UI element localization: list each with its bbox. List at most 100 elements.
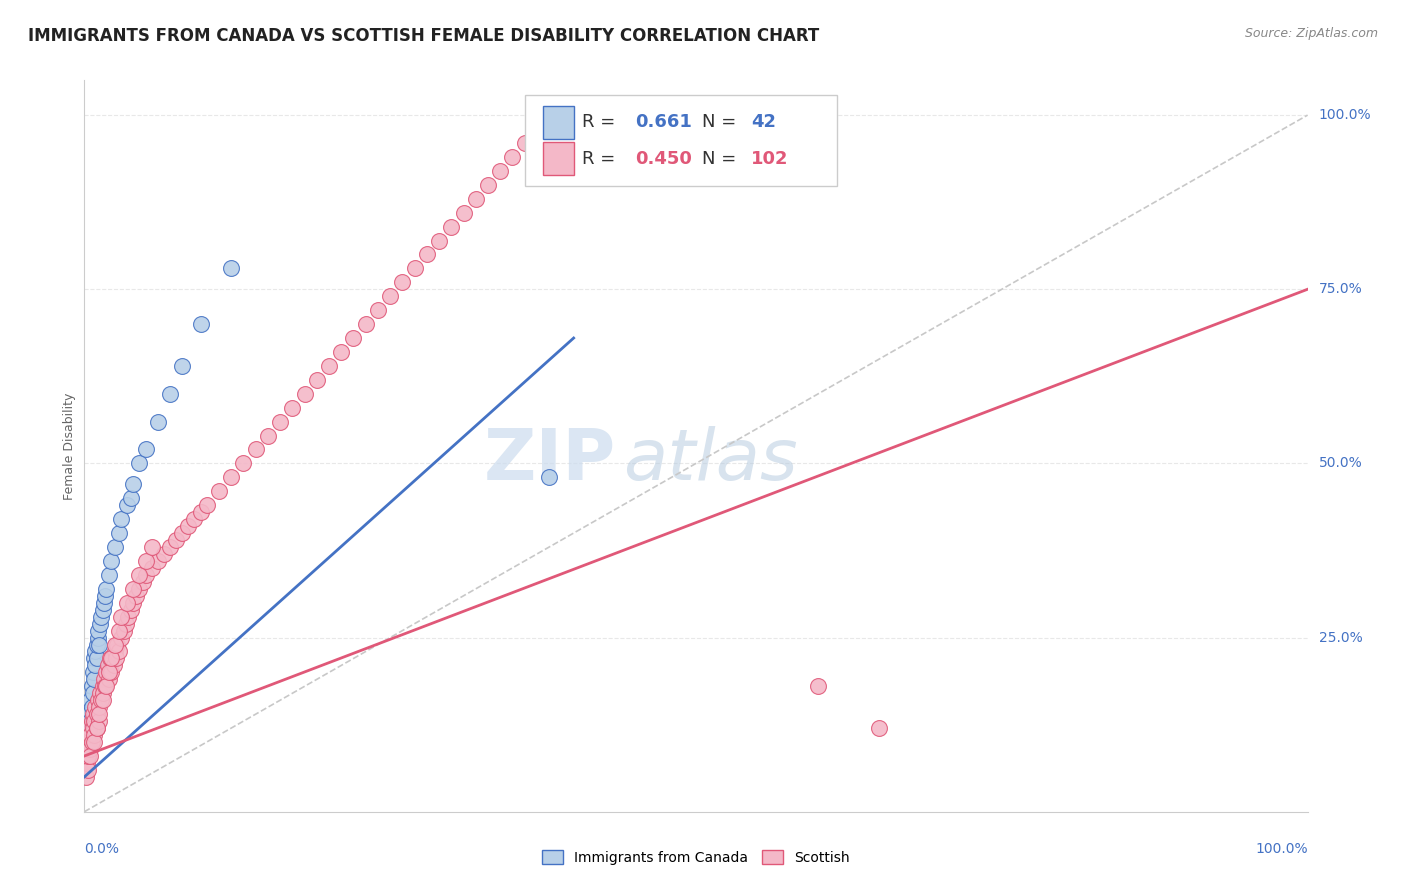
Point: [440, 219, 463, 234]
Legend: Immigrants from Canada, Scottish: Immigrants from Canada, Scottish: [537, 845, 855, 871]
Point: [342, 331, 364, 345]
Point: [77, 763, 100, 777]
Point: [146, 554, 169, 568]
Point: [391, 275, 413, 289]
Point: [153, 547, 176, 561]
Point: [100, 651, 122, 665]
Point: [141, 540, 163, 554]
Point: [107, 644, 129, 658]
Point: [502, 150, 524, 164]
Point: [135, 442, 157, 457]
Point: [83, 651, 105, 665]
Point: [122, 596, 145, 610]
Point: [115, 596, 138, 610]
Point: [122, 582, 145, 596]
Point: [269, 415, 291, 429]
Point: [89, 616, 111, 631]
Point: [132, 574, 155, 589]
Point: [103, 658, 125, 673]
Point: [76, 756, 98, 770]
Point: [77, 707, 100, 722]
Point: [77, 749, 100, 764]
Point: [117, 609, 139, 624]
Point: [190, 317, 212, 331]
Point: [159, 540, 181, 554]
Point: [75, 770, 97, 784]
Point: [86, 721, 108, 735]
Point: [79, 714, 101, 728]
Point: [104, 540, 127, 554]
Point: [89, 686, 111, 700]
Point: [107, 526, 129, 541]
Point: [141, 561, 163, 575]
Point: [104, 638, 127, 652]
Point: [87, 638, 110, 652]
Point: [80, 735, 103, 749]
Point: [177, 519, 200, 533]
Point: [83, 673, 105, 687]
Point: [83, 728, 105, 742]
Text: IMMIGRANTS FROM CANADA VS SCOTTISH FEMALE DISABILITY CORRELATION CHART: IMMIGRANTS FROM CANADA VS SCOTTISH FEMAL…: [28, 27, 820, 45]
Point: [120, 491, 142, 506]
Point: [115, 616, 138, 631]
Point: [219, 261, 242, 276]
Point: [87, 624, 110, 638]
Point: [84, 644, 107, 658]
Point: [94, 679, 117, 693]
Y-axis label: Female Disability: Female Disability: [63, 392, 76, 500]
Point: [219, 470, 242, 484]
Point: [80, 700, 103, 714]
Text: 42: 42: [751, 113, 776, 131]
Point: [79, 728, 101, 742]
Point: [97, 567, 120, 582]
Point: [79, 693, 101, 707]
Point: [86, 638, 108, 652]
Point: [96, 679, 118, 693]
Point: [305, 373, 328, 387]
Point: [86, 707, 108, 722]
Point: [416, 247, 439, 261]
Point: [159, 386, 181, 401]
Point: [281, 401, 304, 415]
Text: 100.0%: 100.0%: [1319, 108, 1371, 122]
Point: [79, 749, 101, 764]
Point: [190, 505, 212, 519]
Point: [110, 512, 132, 526]
Point: [120, 603, 142, 617]
Point: [195, 498, 218, 512]
Point: [294, 386, 316, 401]
Bar: [543, 106, 574, 139]
Point: [380, 289, 402, 303]
Bar: [543, 143, 574, 176]
Point: [100, 554, 122, 568]
Point: [93, 596, 115, 610]
Point: [90, 693, 112, 707]
Point: [86, 651, 108, 665]
Point: [82, 665, 104, 680]
Text: N =: N =: [702, 150, 742, 168]
Point: [172, 526, 194, 541]
Point: [100, 665, 122, 680]
Point: [330, 345, 353, 359]
Point: [104, 644, 127, 658]
Point: [105, 638, 128, 652]
Point: [172, 359, 194, 373]
Point: [122, 477, 145, 491]
Text: 100.0%: 100.0%: [1256, 842, 1308, 856]
Text: ZIP: ZIP: [484, 426, 616, 495]
Point: [82, 707, 104, 722]
Point: [84, 700, 107, 714]
Point: [83, 714, 105, 728]
Point: [76, 735, 98, 749]
Point: [90, 609, 112, 624]
Point: [453, 205, 475, 219]
Point: [77, 735, 100, 749]
Point: [101, 651, 124, 665]
Point: [86, 721, 108, 735]
Point: [87, 714, 110, 728]
Text: atlas: atlas: [623, 426, 797, 495]
Point: [91, 686, 114, 700]
Text: Source: ZipAtlas.com: Source: ZipAtlas.com: [1244, 27, 1378, 40]
Point: [97, 658, 120, 673]
Point: [76, 742, 98, 756]
